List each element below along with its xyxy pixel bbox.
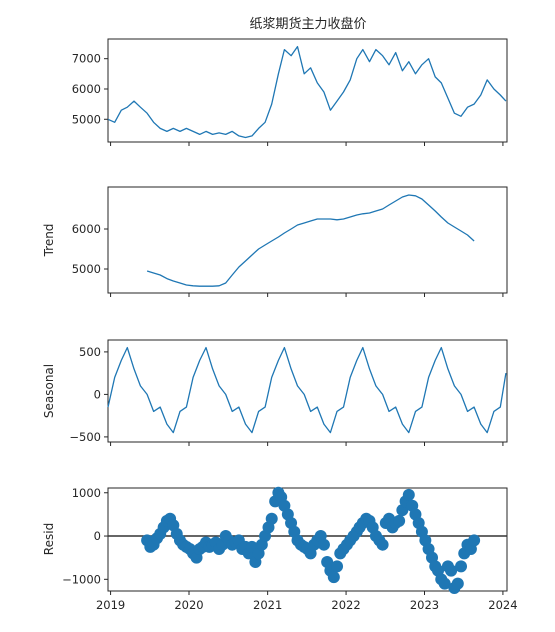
- observed-ytick-label: 5000: [72, 112, 101, 126]
- resid-point: [327, 571, 340, 584]
- resid-ytick-label: 1000: [72, 486, 101, 500]
- resid-point: [331, 560, 344, 573]
- resid-ytick-label: −1000: [62, 572, 101, 586]
- seasonal-ylabel: Seasonal: [42, 364, 56, 418]
- trend-ytick-label: 6000: [72, 222, 101, 236]
- xtick-label: 2023: [410, 598, 439, 612]
- resid-point: [438, 577, 451, 590]
- trend-ylabel: Trend: [42, 224, 56, 258]
- resid-point: [402, 488, 415, 501]
- resid-point: [451, 577, 464, 590]
- resid-frame: [107, 487, 508, 592]
- observed-ytick-label: 7000: [72, 52, 101, 66]
- seasonal-ytick-label: −500: [69, 430, 101, 444]
- trend-panel: 5000 6000 Trend: [42, 186, 508, 297]
- seasonal-frame: [107, 339, 508, 443]
- observed-panel: 5000 6000 7000: [72, 38, 508, 146]
- resid-point: [317, 538, 330, 551]
- trend-ytick-label: 5000: [72, 262, 101, 276]
- resid-point: [468, 534, 481, 547]
- xtick-label: 2020: [174, 598, 203, 612]
- observed-frame: [107, 38, 508, 143]
- resid-point: [265, 512, 278, 525]
- xtick-label: 2019: [96, 598, 125, 612]
- xtick-label: 2021: [253, 598, 282, 612]
- seasonal-ytick-label: 0: [94, 387, 101, 401]
- resid-point: [445, 564, 458, 577]
- seasonal-ytick-label: 500: [79, 345, 101, 359]
- seasonal-series-line: [107, 346, 507, 434]
- xtick-label: 2024: [488, 598, 517, 612]
- trend-series-line: [146, 194, 475, 287]
- resid-ytick-label: 0: [94, 529, 101, 543]
- resid-point: [376, 538, 389, 551]
- xtick-label: 2022: [331, 598, 360, 612]
- observed-series-line: [107, 45, 507, 139]
- resid-panel: −1000 0 1000 2019 2020 2021 2022 2023 2024 Resid: [42, 486, 518, 612]
- trend-frame: [107, 186, 508, 294]
- resid-ylabel: Resid: [42, 523, 56, 555]
- resid-point: [455, 560, 468, 573]
- chart-title: 纸浆期货主力收盘价: [249, 16, 366, 32]
- seasonal-panel: −500 0 500 Seasonal: [42, 339, 508, 446]
- resid-point: [393, 514, 406, 527]
- observed-ytick-label: 6000: [72, 82, 101, 96]
